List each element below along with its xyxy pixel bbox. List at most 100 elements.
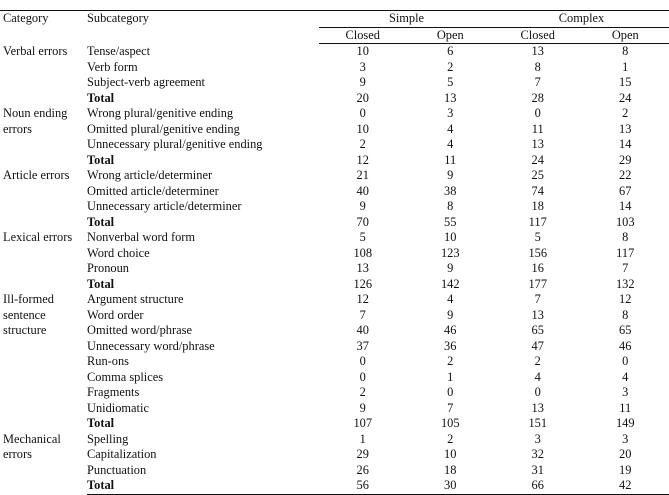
complex-open-value: 24 [582,91,669,107]
simple-open-value: 2 [407,354,495,370]
complex-closed-value: 7 [494,292,582,308]
simple-closed-value: 29 [319,447,407,463]
complex-closed-value: 0 [494,106,582,122]
subcategory-label: Run-ons [87,354,319,370]
complex-open-value: 3 [582,432,669,448]
complex-open-value: 11 [582,401,669,417]
header-simple-open: Open [407,27,495,44]
simple-closed-value: 12 [319,292,407,308]
complex-closed-value: 66 [494,478,582,494]
complex-open-value: 12 [582,292,669,308]
subcategory-label: Verb form [87,60,319,76]
subcategory-label: Argument structure [87,292,319,308]
subcategory-label: Fragments [87,385,319,401]
simple-closed-value: 3 [319,60,407,76]
simple-open-value: 10 [407,447,495,463]
simple-open-value: 105 [407,416,495,432]
subcategory-label: Punctuation [87,463,319,479]
simple-closed-value: 108 [319,246,407,262]
simple-open-value: 11 [407,153,495,169]
category-cell: Noun ending errors [0,106,87,168]
total-label: Total [87,153,319,169]
simple-closed-value: 20 [319,91,407,107]
complex-closed-value: 7 [494,75,582,91]
complex-closed-value: 28 [494,91,582,107]
simple-closed-value: 9 [319,199,407,215]
simple-closed-value: 126 [319,277,407,293]
simple-closed-value: 5 [319,230,407,246]
simple-open-value: 13 [407,91,495,107]
complex-open-value: 65 [582,323,669,339]
subcategory-label: Word choice [87,246,319,262]
complex-open-value: 0 [582,354,669,370]
category-label: Article errors [3,168,83,184]
complex-closed-value: 8 [494,60,582,76]
complex-open-value: 3 [582,385,669,401]
simple-open-value: 36 [407,339,495,355]
subcategory-label: Pronoun [87,261,319,277]
simple-closed-value: 40 [319,323,407,339]
simple-open-value: 5 [407,75,495,91]
complex-closed-value: 47 [494,339,582,355]
complex-open-value: 14 [582,137,669,153]
subcategory-label: Tense/aspect [87,44,319,60]
complex-closed-value: 13 [494,401,582,417]
subcategory-label: Subject-verb agreement [87,75,319,91]
header-row-groups: Category Subcategory Simple Complex [0,11,669,28]
simple-closed-value: 2 [319,137,407,153]
complex-open-value: 22 [582,168,669,184]
complex-open-value: 46 [582,339,669,355]
complex-open-value: 8 [582,308,669,324]
simple-open-value: 4 [407,122,495,138]
simple-closed-value: 26 [319,463,407,479]
complex-open-value: 8 [582,230,669,246]
complex-open-value: 103 [582,215,669,231]
complex-open-value: 4 [582,370,669,386]
simple-open-value: 10 [407,230,495,246]
complex-open-value: 42 [582,478,669,494]
complex-open-value: 15 [582,75,669,91]
complex-open-value: 14 [582,199,669,215]
simple-open-value: 55 [407,215,495,231]
header-subcategory: Subcategory [87,11,319,44]
complex-open-value: 67 [582,184,669,200]
complex-closed-value: 16 [494,261,582,277]
subcategory-label: Unnecessary word/phrase [87,339,319,355]
simple-open-value: 30 [407,478,495,494]
category-cell: Verbal errors [0,44,87,107]
simple-closed-value: 1 [319,432,407,448]
complex-closed-value: 4 [494,370,582,386]
complex-closed-value: 156 [494,246,582,262]
complex-closed-value: 117 [494,215,582,231]
complex-closed-value: 25 [494,168,582,184]
simple-open-value: 142 [407,277,495,293]
header-simple-closed: Closed [319,27,407,44]
simple-open-value: 9 [407,168,495,184]
simple-closed-value: 107 [319,416,407,432]
subcategory-label: Omitted plural/genitive ending [87,122,319,138]
header-complex-closed: Closed [494,27,582,44]
complex-closed-value: 74 [494,184,582,200]
simple-closed-value: 0 [319,370,407,386]
complex-open-value: 8 [582,44,669,60]
subcategory-label: Nonverbal word form [87,230,319,246]
category-cell: Article errors [0,168,87,230]
subcategory-label: Unidiomatic [87,401,319,417]
complex-open-value: 1 [582,60,669,76]
complex-closed-value: 3 [494,432,582,448]
